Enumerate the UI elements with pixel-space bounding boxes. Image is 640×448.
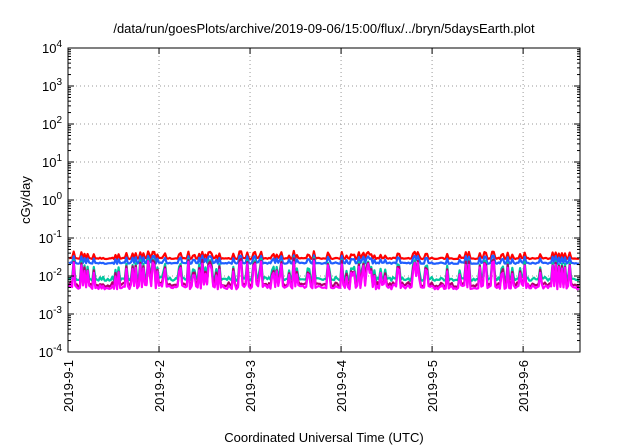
- y-tick-label: 10-4: [39, 343, 63, 360]
- x-tick-label: 2019-9-4: [334, 360, 349, 412]
- y-tick-label: 10-2: [39, 267, 63, 284]
- y-tick-label: 101: [42, 153, 62, 170]
- series-line: [68, 260, 580, 291]
- y-tick-label: 104: [42, 39, 62, 56]
- y-axis-label: cGy/day: [18, 176, 33, 224]
- y-tick-label: 100: [42, 191, 62, 208]
- x-tick-label: 2019-9-1: [61, 360, 76, 412]
- chart-title: /data/run/goesPlots/archive/2019-09-06/1…: [113, 21, 535, 36]
- x-tick-label: 2019-9-3: [243, 360, 258, 412]
- series-lines: [67, 249, 580, 291]
- y-axis: 10-4 10-3 10-2 10-1 100 101 102 103 104: [39, 39, 580, 360]
- y-tick-label: 103: [42, 77, 62, 94]
- y-tick-label: 102: [42, 115, 62, 132]
- y-tick-label: 10-3: [39, 305, 63, 322]
- x-tick-label: 2019-9-2: [152, 360, 167, 412]
- x-axis-label: Coordinated Universal Time (UTC): [224, 430, 423, 445]
- series-line: [68, 254, 580, 265]
- x-tick-label: 2019-9-5: [425, 360, 440, 412]
- grid: [68, 48, 580, 352]
- x-tick-label: 2019-9-6: [516, 360, 531, 412]
- x-axis: 2019-9-1 2019-9-2 2019-9-3 2019-9-4 2019-9-5…: [61, 48, 531, 412]
- series-line: [68, 249, 580, 261]
- y-tick-label: 10-1: [39, 229, 63, 246]
